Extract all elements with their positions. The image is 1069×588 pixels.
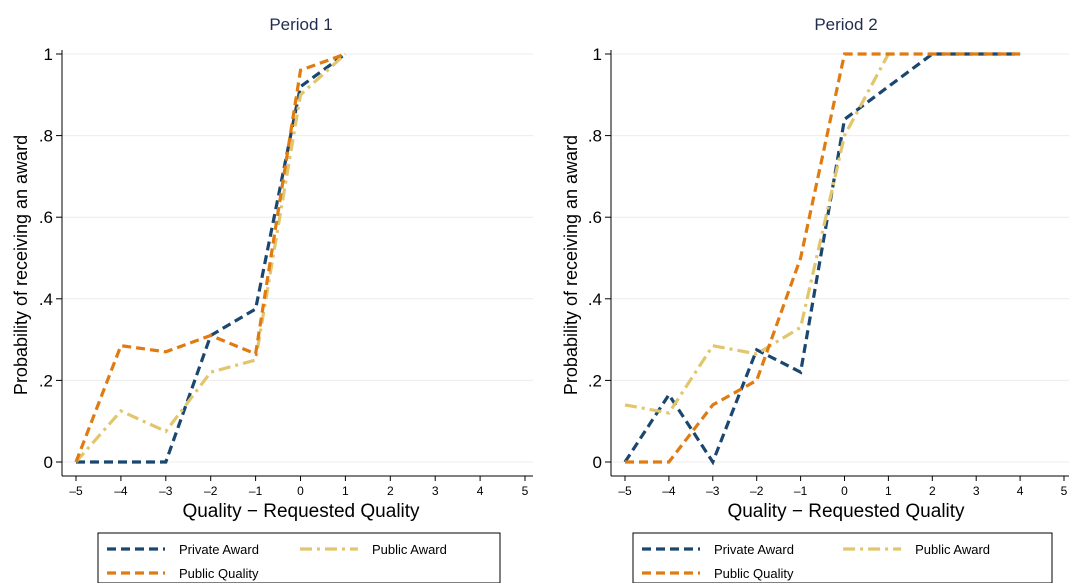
panel-1: 0 .2 .4 .6 .8 1 –5 –4 –3 –2 –1 0 1 2 3 4 5 Period 1 Qualit… (11, 15, 533, 584)
x-tick-label-0: –5 (618, 484, 632, 498)
x-tick-label-4: –1 (249, 484, 263, 498)
y-tick-label-4: .8 (588, 127, 602, 146)
x-tick-label-5: 0 (297, 484, 304, 498)
y-tick-label-4: .8 (39, 127, 53, 146)
y-tick-label-2: .4 (39, 290, 53, 309)
panel-title: Period 2 (814, 15, 877, 34)
x-tick-label-0: –5 (69, 484, 83, 498)
x-tick-label-5: 0 (841, 484, 848, 498)
y-tick-label-0: 0 (44, 453, 53, 472)
series-line-public-award (624, 53, 890, 415)
series-line-public-quality (74, 52, 346, 463)
x-tick-label-10: 5 (522, 484, 529, 498)
x-tick-label-1: –4 (662, 484, 676, 498)
legend-label-private-award: Private Award (179, 542, 259, 557)
y-tick-label-2: .4 (588, 290, 602, 309)
x-tick-label-2: –3 (706, 484, 720, 498)
legend-box (632, 532, 1053, 584)
x-axis-title: Quality − Requested Quality (727, 501, 965, 522)
x-axis-title: Quality − Requested Quality (182, 501, 420, 522)
x-tick-label-8: 3 (432, 484, 439, 498)
y-axis-title: Probability of receiving an award (561, 135, 581, 395)
x-tick-label-6: 1 (342, 484, 349, 498)
legend-box (97, 532, 501, 584)
y-axis-title: Probability of receiving an award (11, 135, 31, 395)
x-tick-label-8: 3 (973, 484, 980, 498)
x-tick-label-9: 4 (1017, 484, 1024, 498)
x-tick-label-10: 5 (1061, 484, 1068, 498)
x-tick-label-3: –2 (750, 484, 764, 498)
panel-2: 0 .2 .4 .6 .8 1 –5 –4 –3 –2 –1 0 1 2 3 4 5 Period 2 Qualit… (561, 15, 1069, 584)
y-tick-label-1: .2 (39, 371, 53, 390)
y-tick-label-0: 0 (593, 453, 602, 472)
panel-title: Period 1 (269, 15, 332, 34)
x-tick-label-9: 4 (477, 484, 484, 498)
series-line-private-award (623, 52, 1021, 466)
legend-label-public-award: Public Award (372, 542, 447, 557)
y-tick-label-3: .6 (39, 208, 53, 227)
y-tick-label-5: 1 (44, 45, 53, 64)
x-tick-label-3: –2 (204, 484, 218, 498)
legend-label-public-quality: Public Quality (179, 566, 259, 581)
x-tick-label-6: 1 (885, 484, 892, 498)
legend-label-private-award: Private Award (714, 542, 794, 557)
legend-label-public-quality: Public Quality (714, 566, 794, 581)
y-tick-label-3: .6 (588, 208, 602, 227)
series-line-public-quality (625, 52, 1021, 464)
y-tick-label-5: 1 (593, 45, 602, 64)
x-tick-label-4: –1 (794, 484, 808, 498)
x-tick-label-1: –4 (114, 484, 128, 498)
x-tick-label-7: 2 (929, 484, 936, 498)
legend-label-public-award: Public Award (915, 542, 990, 557)
x-tick-label-2: –3 (159, 484, 173, 498)
series-line-private-award (76, 52, 347, 464)
x-tick-label-7: 2 (387, 484, 394, 498)
series-line-public-award (74, 52, 347, 464)
y-tick-label-1: .2 (588, 371, 602, 390)
